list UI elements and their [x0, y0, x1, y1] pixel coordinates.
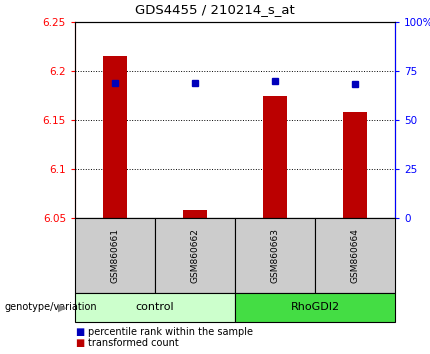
Text: transformed count: transformed count [88, 338, 179, 348]
Bar [343, 112, 367, 218]
Bar [183, 210, 207, 218]
Text: genotype/variation: genotype/variation [4, 303, 97, 313]
Text: percentile rank within the sample: percentile rank within the sample [88, 327, 253, 337]
Text: GSM860661: GSM860661 [111, 228, 120, 283]
Text: GSM860664: GSM860664 [350, 228, 359, 283]
Text: GSM860662: GSM860662 [190, 228, 200, 283]
Text: ■: ■ [75, 338, 84, 348]
Text: ■: ■ [75, 327, 84, 337]
Bar [103, 56, 127, 218]
Bar [263, 96, 287, 218]
Text: GDS4455 / 210214_s_at: GDS4455 / 210214_s_at [135, 4, 295, 17]
Text: ▶: ▶ [58, 303, 66, 313]
Text: control: control [136, 303, 174, 313]
Text: RhoGDI2: RhoGDI2 [290, 303, 340, 313]
Text: GSM860663: GSM860663 [270, 228, 280, 283]
